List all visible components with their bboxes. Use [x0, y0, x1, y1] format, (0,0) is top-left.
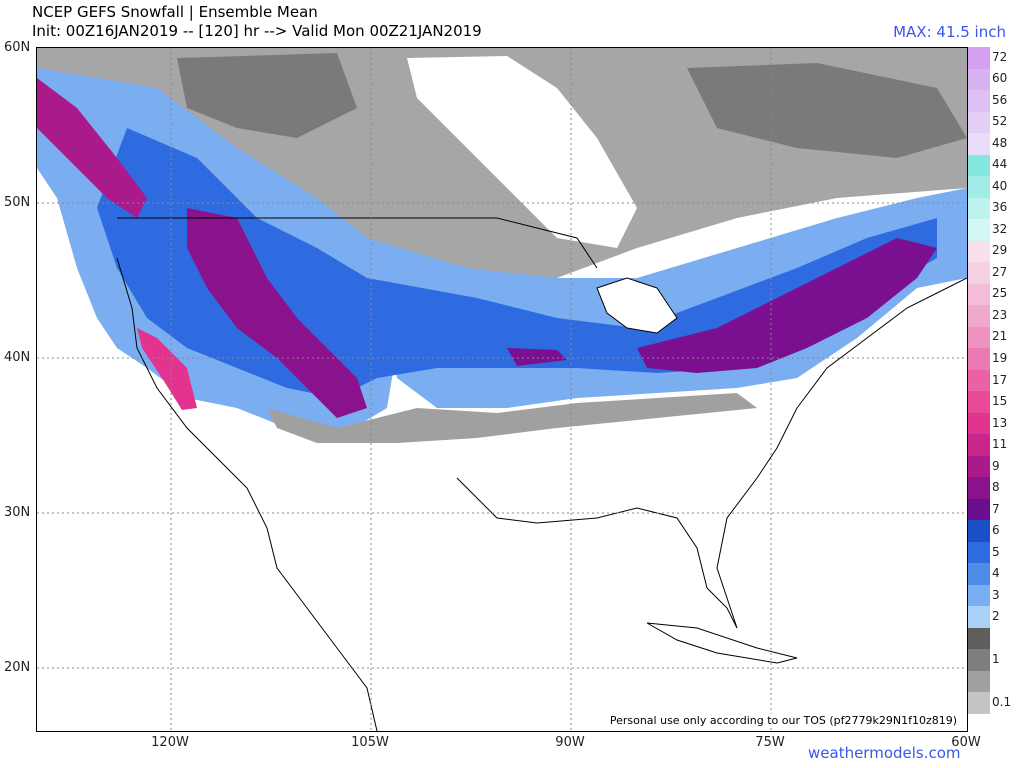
colorbar-label: 6: [992, 523, 1000, 538]
midwest-heavy-snow: [507, 348, 567, 366]
sierra-heavy-snow: [137, 328, 197, 410]
colorbar-label: 52: [992, 114, 1008, 129]
colorbar-label: 48: [992, 135, 1008, 150]
colorbar-swatch: [968, 563, 990, 586]
map-subtitle: Init: 00Z16JAN2019 -- [120] hr --> Valid…: [32, 22, 482, 40]
map-title: NCEP GEFS Snowfall | Ensemble Mean: [32, 3, 318, 21]
colorbar-swatch: [968, 283, 990, 306]
colorbar-label: 27: [992, 264, 1008, 279]
colorbar-swatch: [968, 520, 990, 543]
colorbar-swatch: [968, 498, 990, 521]
canada-dark-zone: [177, 53, 357, 138]
colorbar-label: 72: [992, 49, 1008, 64]
colorbar-swatch: [968, 477, 990, 500]
colorbar-label: 8: [992, 480, 1000, 495]
snowfall-colorbar: [968, 47, 990, 715]
southern-light-snow: [267, 393, 757, 443]
colorbar-label: 11: [992, 437, 1008, 452]
lon-gridlines: [170, 48, 772, 731]
lon-label-90w: 90W: [555, 735, 585, 750]
colorbar-label: 4: [992, 566, 1000, 581]
us-canada-border: [117, 217, 598, 269]
colorbar-swatch: [968, 197, 990, 220]
colorbar-swatch: [968, 348, 990, 371]
cuba-outline: [646, 622, 798, 664]
lon-label-75w: 75W: [755, 735, 785, 750]
colorbar-label: 13: [992, 415, 1008, 430]
colorbar-label: 56: [992, 92, 1008, 107]
lat-gridlines: [37, 202, 967, 669]
tos-credit: Personal use only according to our TOS (…: [607, 714, 959, 727]
colorbar-label: 44: [992, 157, 1008, 172]
colorbar-swatch: [968, 133, 990, 156]
colorbar-swatch: [968, 68, 990, 91]
colorbar-label: 60: [992, 71, 1008, 86]
colorbar-swatch: [968, 47, 990, 70]
colorbar-label: 40: [992, 178, 1008, 193]
great-lakes-outline: [596, 277, 678, 334]
colorbar-label: 9: [992, 458, 1000, 473]
colorbar-swatch: [968, 176, 990, 199]
colorbar-label: 0.1: [992, 695, 1012, 710]
lon-label-105w: 105W: [351, 735, 389, 750]
colorbar-swatch: [968, 90, 990, 113]
canada-dark-zone-2: [687, 63, 967, 158]
colorbar-swatch: [968, 584, 990, 607]
colorbar-label: 29: [992, 243, 1008, 258]
colorbar-swatch: [968, 692, 990, 715]
colorbar-label: 7: [992, 501, 1000, 516]
rockies-heavy-snow: [187, 208, 367, 418]
colorbar-label: 1: [992, 652, 1000, 667]
colorbar-swatch: [968, 649, 990, 672]
map-graphic: [37, 48, 967, 731]
northeast-heavy-snow: [637, 238, 937, 373]
colorbar-swatch: [968, 305, 990, 328]
colorbar-swatch: [968, 606, 990, 629]
coastline-west: [116, 257, 378, 731]
colorbar-swatch: [968, 455, 990, 478]
colorbar-label: 32: [992, 221, 1008, 236]
colorbar-label: 2: [992, 609, 1000, 624]
colorbar-label: 36: [992, 200, 1008, 215]
colorbar-label: 3: [992, 587, 1000, 602]
lat-label-30n: 30N: [4, 505, 31, 520]
lat-label-20n: 20N: [4, 660, 31, 675]
site-watermark: weathermodels.com: [808, 744, 961, 762]
colorbar-swatch: [968, 670, 990, 693]
colorbar-label: 5: [992, 544, 1000, 559]
colorbar-label: 15: [992, 394, 1008, 409]
lat-label-60n: 60N: [4, 40, 31, 55]
colorbar-label: 21: [992, 329, 1008, 344]
lon-label-60w: 60W: [951, 735, 981, 750]
lat-label-50n: 50N: [4, 195, 31, 210]
coastline-east: [716, 277, 967, 629]
coastline-gulf: [456, 477, 738, 629]
colorbar-swatch: [968, 412, 990, 435]
max-snowfall-label: MAX: 41.5 inch: [893, 23, 1006, 41]
colorbar-label: 17: [992, 372, 1008, 387]
canada-white-patch: [407, 56, 637, 248]
colorbar-swatch: [968, 434, 990, 457]
colorbar-swatch: [968, 219, 990, 242]
colorbar-label: 25: [992, 286, 1008, 301]
colorbar-label: 23: [992, 307, 1008, 322]
colorbar-swatch: [968, 541, 990, 564]
colorbar-label: 19: [992, 350, 1008, 365]
snowfall-map: Personal use only according to our TOS (…: [36, 47, 968, 732]
lat-label-40n: 40N: [4, 350, 31, 365]
colorbar-swatch: [968, 391, 990, 414]
colorbar-swatch: [968, 240, 990, 263]
cascades-heavy-snow: [37, 78, 147, 218]
colorbar-swatch: [968, 369, 990, 392]
colorbar-swatch: [968, 627, 990, 650]
lon-label-120w: 120W: [151, 735, 189, 750]
colorbar-swatch: [968, 326, 990, 349]
colorbar-swatch: [968, 154, 990, 177]
colorbar-swatch: [968, 111, 990, 134]
colorbar-swatch: [968, 262, 990, 285]
